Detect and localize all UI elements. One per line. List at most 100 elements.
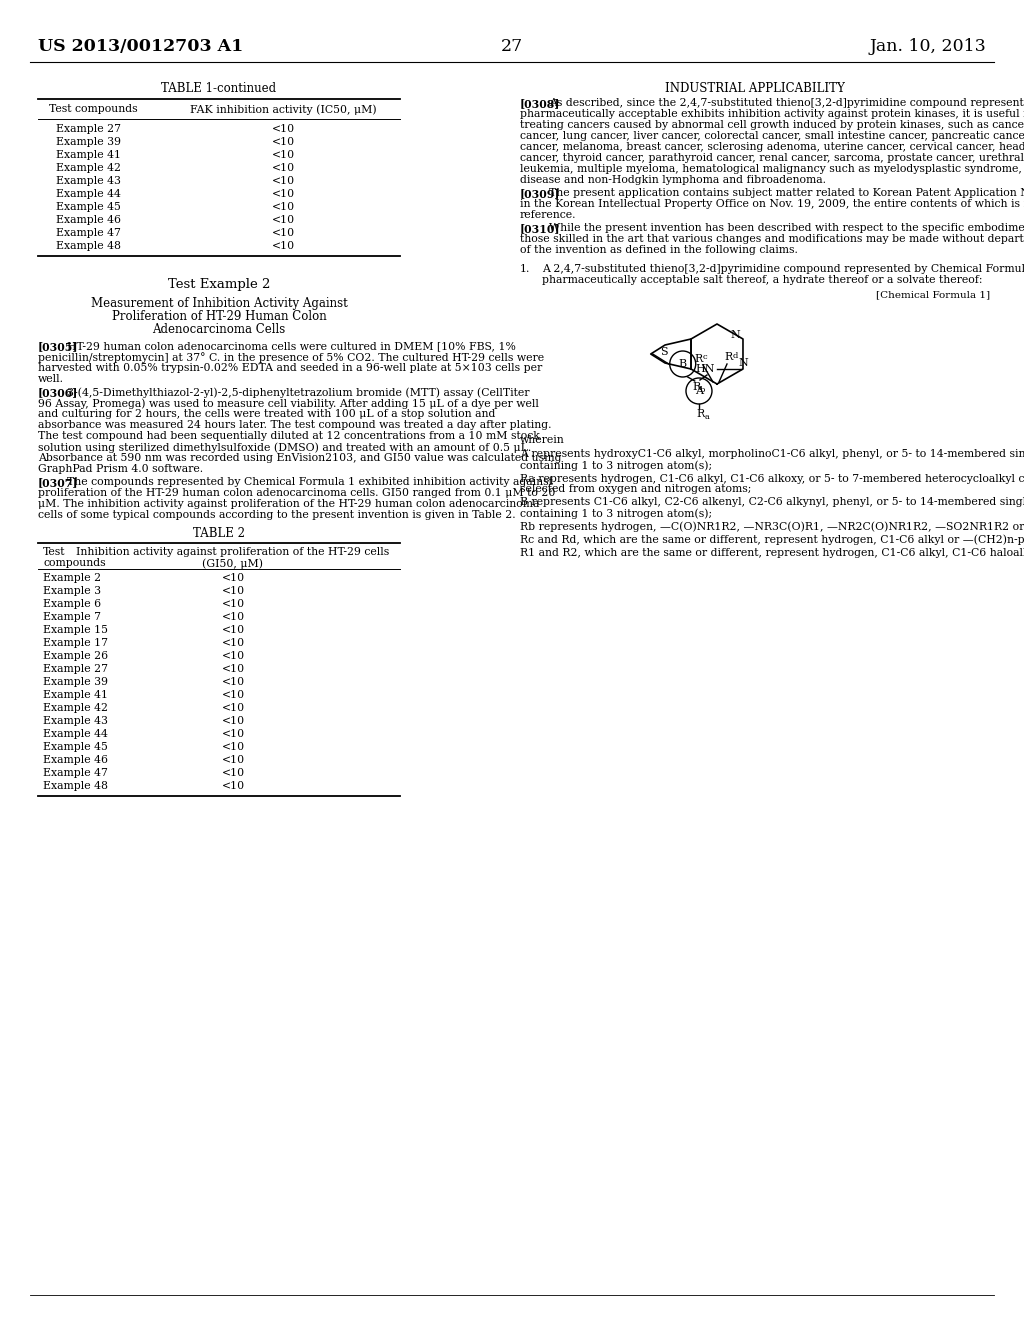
Text: Proliferation of HT-29 Human Colon: Proliferation of HT-29 Human Colon — [112, 310, 327, 323]
Text: TABLE 2: TABLE 2 — [193, 527, 245, 540]
Text: [Chemical Formula 1]: [Chemical Formula 1] — [876, 290, 990, 300]
Text: cancer, melanoma, breast cancer, sclerosing adenoma, uterine cancer, cervical ca: cancer, melanoma, breast cancer, scleros… — [520, 143, 1024, 152]
Text: 3-(4,5-Dimethylthiazol-2-yl)-2,5-diphenyltetrazolium bromide (MTT) assay (CellTi: 3-(4,5-Dimethylthiazol-2-yl)-2,5-dipheny… — [68, 387, 529, 397]
Text: <10: <10 — [221, 664, 245, 675]
Text: As described, since the 2,4,7-substituted thieno[3,2-d]pyrimidine compound repre: As described, since the 2,4,7-substitute… — [549, 98, 1024, 108]
Text: <10: <10 — [221, 715, 245, 726]
Text: A 2,4,7-substituted thieno[3,2-d]pyrimidine compound represented by Chemical For: A 2,4,7-substituted thieno[3,2-d]pyrimid… — [542, 264, 1024, 275]
Text: <10: <10 — [221, 677, 245, 686]
Text: [0306]: [0306] — [38, 387, 79, 399]
Text: solution using sterilized dimethylsulfoxide (DMSO) and treated with an amount of: solution using sterilized dimethylsulfox… — [38, 442, 531, 453]
Text: <10: <10 — [271, 150, 295, 160]
Text: Inhibition activity against proliferation of the HT-29 cells: Inhibition activity against proliferatio… — [77, 546, 389, 557]
Text: A represents hydroxyC1-C6 alkyl, morpholinoC1-C6 alkyl, phenyl, or 5- to 14-memb: A represents hydroxyC1-C6 alkyl, morphol… — [520, 449, 1024, 459]
Text: Example 3: Example 3 — [43, 586, 101, 597]
Text: INDUSTRIAL APPLICABILITY: INDUSTRIAL APPLICABILITY — [665, 82, 845, 95]
Text: Example 39: Example 39 — [43, 677, 108, 686]
Text: Absorbance at 590 nm was recorded using EnVision2103, and GI50 value was calcula: Absorbance at 590 nm was recorded using … — [38, 453, 561, 463]
Text: Jan. 10, 2013: Jan. 10, 2013 — [869, 38, 986, 55]
Text: (GI50, μM): (GI50, μM) — [203, 558, 263, 569]
Text: cancer, lung cancer, liver cancer, colorectal cancer, small intestine cancer, pa: cancer, lung cancer, liver cancer, color… — [520, 131, 1024, 141]
Text: cells of some typical compounds according to the present invention is given in T: cells of some typical compounds accordin… — [38, 510, 516, 520]
Text: <10: <10 — [221, 768, 245, 777]
Text: HN: HN — [695, 364, 715, 374]
Text: <10: <10 — [271, 228, 295, 238]
Text: Example 46: Example 46 — [43, 755, 108, 766]
Text: Example 42: Example 42 — [43, 704, 108, 713]
Text: and culturing for 2 hours, the cells were treated with 100 μL of a stop solution: and culturing for 2 hours, the cells wer… — [38, 409, 496, 418]
Text: <10: <10 — [271, 162, 295, 173]
Text: <10: <10 — [271, 215, 295, 224]
Text: Example 46: Example 46 — [56, 215, 121, 224]
Text: cancer, thyroid cancer, parathyroid cancer, renal cancer, sarcoma, prostate canc: cancer, thyroid cancer, parathyroid canc… — [520, 153, 1024, 162]
Text: μM. The inhibition activity against proliferation of the HT-29 human colon adeno: μM. The inhibition activity against prol… — [38, 499, 540, 510]
Text: Ra represents hydrogen, C1-C6 alkyl, C1-C6 alkoxy, or 5- to 7-membered heterocyc: Ra represents hydrogen, C1-C6 alkyl, C1-… — [520, 473, 1024, 483]
Text: Example 2: Example 2 — [43, 573, 101, 583]
Text: well.: well. — [38, 374, 63, 384]
Text: <10: <10 — [221, 742, 245, 752]
Text: TABLE 1-continued: TABLE 1-continued — [162, 82, 276, 95]
Text: N: N — [738, 358, 748, 368]
Text: [0305]: [0305] — [38, 341, 79, 352]
Text: 1.: 1. — [520, 264, 530, 275]
Text: The compounds represented by Chemical Formula 1 exhibited inhibition activity ag: The compounds represented by Chemical Fo… — [68, 477, 553, 487]
Text: Example 45: Example 45 — [43, 742, 108, 752]
Text: R: R — [692, 381, 700, 392]
Text: Example 48: Example 48 — [56, 242, 121, 251]
Text: pharmaceutically acceptable exhibits inhibition activity against protein kinases: pharmaceutically acceptable exhibits inh… — [520, 110, 1024, 119]
Text: selected from oxygen and nitrogen atoms;: selected from oxygen and nitrogen atoms; — [520, 484, 752, 494]
Text: 96 Assay, Promega) was used to measure cell viability. After adding 15 μL of a d: 96 Assay, Promega) was used to measure c… — [38, 399, 539, 409]
Text: R: R — [697, 409, 706, 418]
Text: <10: <10 — [221, 638, 245, 648]
Text: treating cancers caused by abnormal cell growth induced by protein kinases, such: treating cancers caused by abnormal cell… — [520, 120, 1024, 129]
Text: Example 27: Example 27 — [43, 664, 108, 675]
Text: N: N — [730, 330, 740, 339]
Text: Example 6: Example 6 — [43, 599, 101, 609]
Text: Example 47: Example 47 — [56, 228, 121, 238]
Text: <10: <10 — [271, 242, 295, 251]
Text: a: a — [705, 413, 710, 421]
Text: HT-29 human colon adenocarcinoma cells were cultured in DMEM [10% FBS, 1%: HT-29 human colon adenocarcinoma cells w… — [68, 341, 516, 351]
Text: <10: <10 — [271, 137, 295, 147]
Text: Example 26: Example 26 — [43, 651, 109, 661]
Text: Example 39: Example 39 — [56, 137, 121, 147]
Text: <10: <10 — [221, 781, 245, 791]
Text: <10: <10 — [221, 651, 245, 661]
Text: containing 1 to 3 nitrogen atom(s);: containing 1 to 3 nitrogen atom(s); — [520, 508, 712, 519]
Text: absorbance was measured 24 hours later. The test compound was treated a day afte: absorbance was measured 24 hours later. … — [38, 420, 552, 430]
Text: proliferation of the HT-29 human colon adenocarcinoma cells. GI50 ranged from 0.: proliferation of the HT-29 human colon a… — [38, 488, 555, 498]
Text: <10: <10 — [271, 189, 295, 199]
Text: in the Korean Intellectual Property Office on Nov. 19, 2009, the entire contents: in the Korean Intellectual Property Offi… — [520, 199, 1024, 209]
Text: <10: <10 — [221, 704, 245, 713]
Text: <10: <10 — [271, 176, 295, 186]
Text: Example 44: Example 44 — [43, 729, 108, 739]
Text: d: d — [732, 352, 737, 360]
Text: Example 48: Example 48 — [43, 781, 108, 791]
Text: <10: <10 — [271, 124, 295, 135]
Text: Example 41: Example 41 — [43, 690, 108, 700]
Text: R: R — [695, 354, 703, 364]
Text: <10: <10 — [221, 599, 245, 609]
Text: 27: 27 — [501, 38, 523, 55]
Text: those skilled in the art that various changes and modifications may be made with: those skilled in the art that various ch… — [520, 234, 1024, 244]
Text: Adenocarcinoma Cells: Adenocarcinoma Cells — [153, 323, 286, 337]
Text: Example 27: Example 27 — [56, 124, 121, 135]
Text: Example 17: Example 17 — [43, 638, 108, 648]
Text: R: R — [725, 352, 733, 362]
Text: Rb represents hydrogen, —C(O)NR1R2, —NR3C(O)R1, —NR2C(O)NR1R2, —SO2NR1R2 or —NR3: Rb represents hydrogen, —C(O)NR1R2, —NR3… — [520, 521, 1024, 532]
Text: Example 42: Example 42 — [56, 162, 121, 173]
Text: penicillin/streptomycin] at 37° C. in the presence of 5% CO2. The cultured HT-29: penicillin/streptomycin] at 37° C. in th… — [38, 352, 544, 363]
Text: Example 47: Example 47 — [43, 768, 108, 777]
Text: [0310]: [0310] — [520, 223, 560, 234]
Text: US 2013/0012703 A1: US 2013/0012703 A1 — [38, 38, 244, 55]
Text: [0308]: [0308] — [520, 98, 560, 110]
Text: FAK inhibition activity (IC50, μM): FAK inhibition activity (IC50, μM) — [189, 104, 376, 115]
Text: Example 45: Example 45 — [56, 202, 121, 213]
Text: B: B — [679, 359, 687, 370]
Text: GraphPad Prism 4.0 software.: GraphPad Prism 4.0 software. — [38, 465, 203, 474]
Text: Example 7: Example 7 — [43, 612, 101, 622]
Text: The test compound had been sequentially diluted at 12 concentrations from a 10 m: The test compound had been sequentially … — [38, 432, 540, 441]
Text: A: A — [695, 385, 703, 396]
Text: harvested with 0.05% trypsin-0.02% EDTA and seeded in a 96-well plate at 5×103 c: harvested with 0.05% trypsin-0.02% EDTA … — [38, 363, 543, 374]
Text: b: b — [700, 385, 706, 393]
